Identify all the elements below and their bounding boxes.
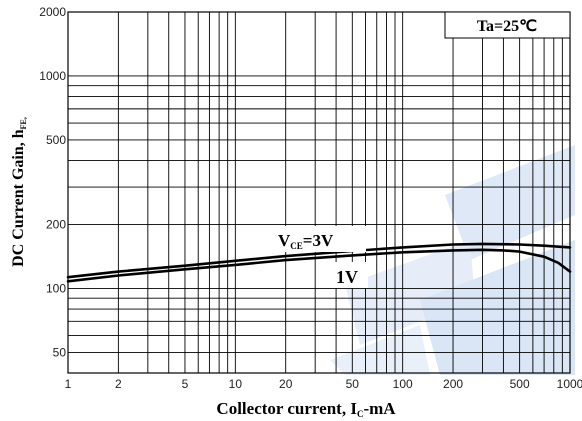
y-tick-label: 2000 xyxy=(39,5,66,19)
series-label-vce-3v: VCE=3V xyxy=(272,226,366,252)
svg-text:VCE=3V: VCE=3V xyxy=(278,231,334,251)
y-axis-title-sub: FE, xyxy=(19,117,28,129)
series-label-suffix: =3V xyxy=(303,231,334,250)
series-label-main: V xyxy=(278,231,291,250)
x-tick-label: 100 xyxy=(393,377,413,391)
condition-box: Ta=25℃ xyxy=(444,11,571,39)
condition-label: Ta=25℃ xyxy=(477,18,537,35)
x-tick-label: 50 xyxy=(346,377,360,391)
series-label-1v-text: 1V xyxy=(336,267,358,287)
series-line-vce-3v xyxy=(66,242,572,279)
x-tick-label: 2 xyxy=(115,377,122,391)
watermark xyxy=(330,145,575,375)
x-tick-labels: 1 2 5 10 20 50 100 200 500 1000 xyxy=(65,377,582,391)
y-axis-title-main: DC Current Gain, h xyxy=(10,129,27,267)
x-axis-title: Collector current, IC-mA xyxy=(216,399,396,419)
x-axis-title-suffix: -mA xyxy=(363,399,396,418)
series-label-1v: 1V xyxy=(328,262,368,288)
series-label-sub: CE xyxy=(290,241,303,251)
x-tick-label: 5 xyxy=(182,377,189,391)
y-axis-title: DC Current Gain, hFE, xyxy=(10,117,28,267)
x-tick-label: 1000 xyxy=(557,377,582,391)
y-tick-label: 500 xyxy=(46,133,66,147)
y-tick-labels: 50 100 200 500 1000 2000 xyxy=(39,5,66,359)
x-tick-label: 500 xyxy=(510,377,530,391)
y-tick-label: 100 xyxy=(46,281,66,295)
grid-lines xyxy=(68,12,570,373)
x-tick-label: 10 xyxy=(229,377,243,391)
x-axis-title-sub: C xyxy=(357,409,364,419)
x-tick-label: 20 xyxy=(279,377,293,391)
curves xyxy=(66,242,572,283)
series-line-1v xyxy=(66,248,572,283)
x-tick-label: 200 xyxy=(443,377,463,391)
plot-frame xyxy=(67,11,571,374)
x-tick-label: 1 xyxy=(65,377,72,391)
y-tick-label: 1000 xyxy=(39,69,66,83)
x-axis-title-main: Collector current, I xyxy=(216,399,357,418)
y-tick-label: 200 xyxy=(46,217,66,231)
y-tick-label: 50 xyxy=(53,345,67,359)
